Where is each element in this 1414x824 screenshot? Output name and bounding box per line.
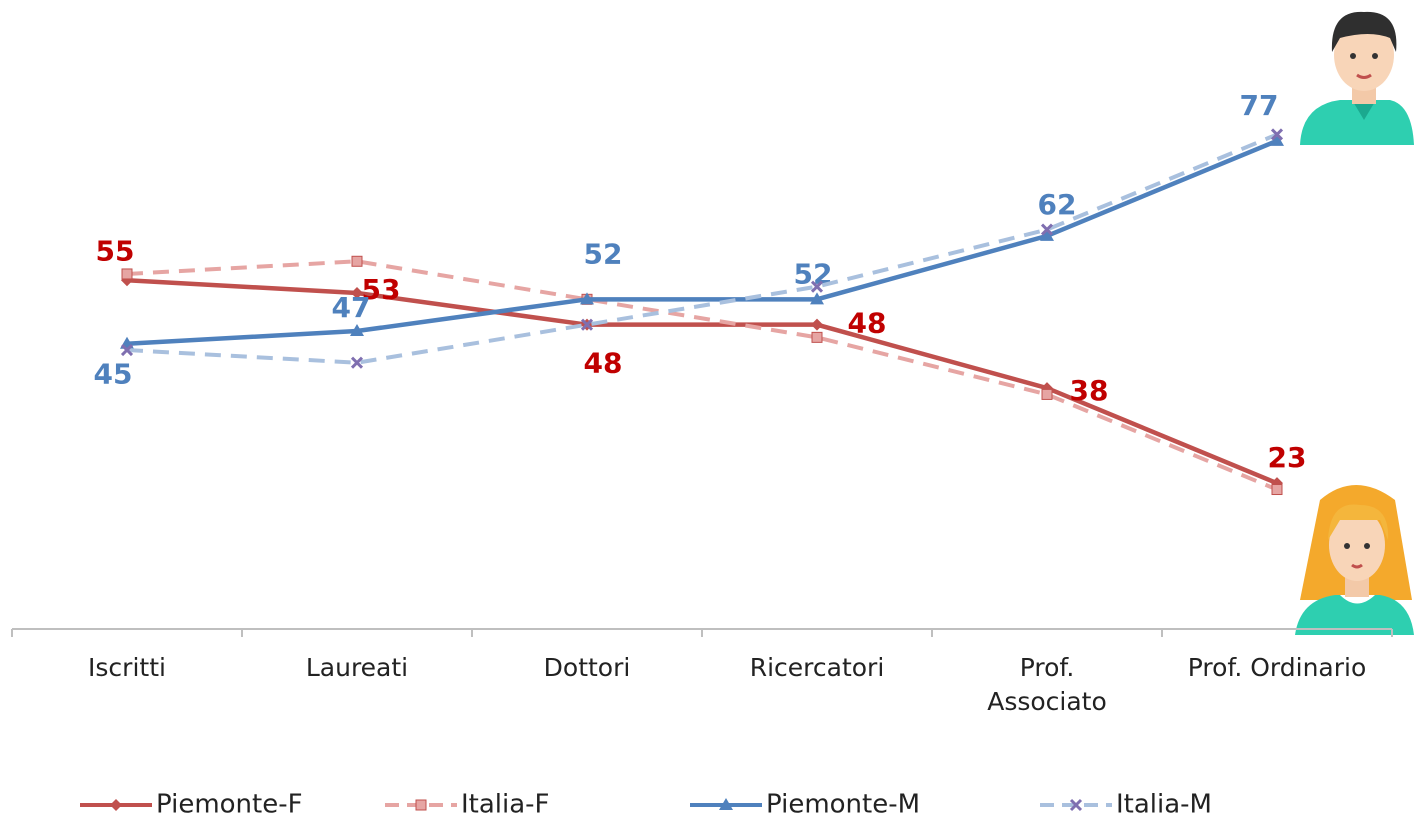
data-label: 45 xyxy=(94,358,133,391)
data-label: 55 xyxy=(96,234,135,267)
series xyxy=(120,128,1284,369)
marker xyxy=(811,331,823,343)
marker xyxy=(1069,798,1083,812)
x-tick-label: Iscritti xyxy=(88,653,166,682)
legend-label: Piemonte-F xyxy=(156,790,303,820)
marker xyxy=(810,292,824,305)
x-tick-label: Prof. Ordinario xyxy=(1187,653,1367,682)
data-label: 48 xyxy=(584,347,623,380)
data-label: 23 xyxy=(1268,441,1307,474)
x-tick-label: Dottori xyxy=(543,653,631,682)
marker xyxy=(1271,484,1283,496)
marker xyxy=(351,255,363,267)
marker xyxy=(811,318,823,331)
x-tick-label: Ricercatori xyxy=(749,653,885,682)
data-label: 53 xyxy=(362,273,401,306)
line xyxy=(126,259,1278,492)
marker xyxy=(415,799,427,811)
marker xyxy=(1040,223,1054,236)
x-tick-label: Laureati xyxy=(305,653,409,682)
woman-icon xyxy=(1295,485,1414,635)
marker xyxy=(110,799,122,811)
series xyxy=(120,133,1284,349)
marker xyxy=(350,324,364,337)
legend-label: Italia-M xyxy=(1116,790,1212,820)
data-label: 38 xyxy=(1070,374,1109,407)
legend-label: Piemonte-M xyxy=(766,790,920,820)
marker xyxy=(580,318,594,331)
marker xyxy=(580,292,594,305)
data-label: 52 xyxy=(584,237,623,270)
data-label: 47 xyxy=(332,291,371,324)
marker xyxy=(1270,133,1284,146)
man-icon xyxy=(1300,11,1414,145)
marker xyxy=(1040,228,1054,241)
data-label: 48 xyxy=(848,307,887,340)
marker xyxy=(810,280,824,293)
marker xyxy=(351,286,363,299)
line xyxy=(126,138,1278,346)
data-label: 62 xyxy=(1038,188,1077,221)
marker xyxy=(350,356,364,369)
marker xyxy=(120,343,134,357)
marker xyxy=(1270,128,1284,141)
marker xyxy=(719,798,733,810)
marker xyxy=(1041,388,1053,400)
legend-label: Italia-F xyxy=(461,790,550,820)
line xyxy=(126,278,1278,486)
marker xyxy=(121,268,133,280)
data-label: 77 xyxy=(1240,89,1279,122)
x-tick-label: Prof. Associato xyxy=(987,653,1107,716)
line xyxy=(126,132,1278,365)
